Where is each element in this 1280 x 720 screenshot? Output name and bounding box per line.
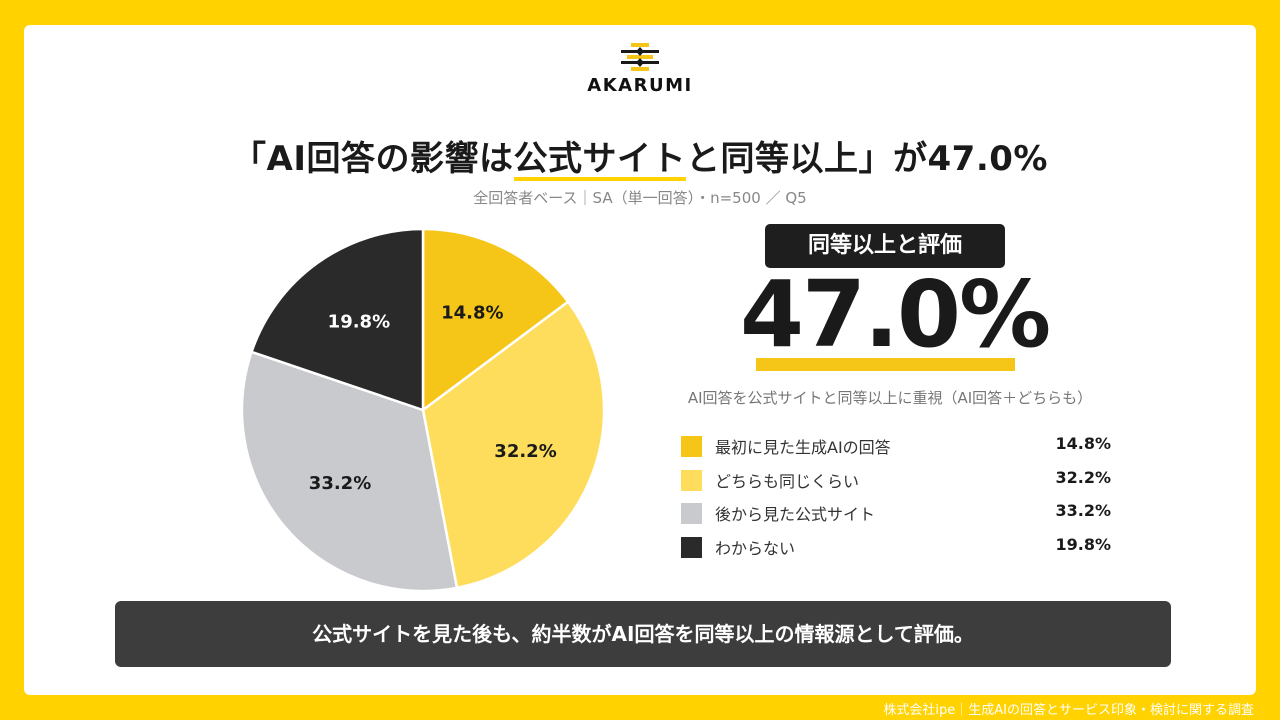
page-title: 「AI回答の影響は公式サイトと同等以上」が47.0% bbox=[24, 131, 1256, 181]
legend-value: 33.2% bbox=[1055, 501, 1111, 520]
brand-name: AKARUMI bbox=[587, 75, 693, 96]
highlight-badge: 同等以上と評価 bbox=[765, 224, 1005, 268]
akarumi-logo-icon bbox=[621, 43, 659, 71]
brand-logo: AKARUMI bbox=[24, 43, 1256, 96]
pie-label-3: 33.2% bbox=[309, 473, 371, 494]
legend-label: どちらも同じくらい bbox=[715, 471, 860, 491]
legend-label: わからない bbox=[715, 538, 796, 558]
title-highlight: 公式サイト bbox=[513, 139, 686, 181]
legend-item: どちらも同じくらい 32.2% bbox=[681, 465, 1111, 499]
title-prefix: 「AI回答の影響は bbox=[232, 139, 514, 179]
pie-slice-4 bbox=[249, 227, 425, 412]
legend-swatch bbox=[681, 469, 702, 491]
legend-swatch bbox=[681, 536, 702, 558]
legend-value: 32.2% bbox=[1055, 467, 1111, 487]
legend-value: 14.8% bbox=[1055, 434, 1111, 453]
pie-label-4: 19.8% bbox=[328, 312, 390, 333]
legend-item: わからない 19.8% bbox=[681, 532, 1111, 566]
highlight-description: AI回答を公式サイトと同等以上に重視（AI回答＋どちらも） bbox=[687, 389, 1093, 407]
legend-label: 後から見た公式サイト bbox=[715, 505, 876, 524]
title-suffix: と同等以上」が47.0% bbox=[686, 139, 1048, 179]
legend-swatch bbox=[681, 436, 702, 457]
subtitle: 全回答者ベース｜SA（単一回答）・n=500 ／ Q5 bbox=[473, 189, 807, 207]
conclusion-banner: 公式サイトを見た後も、約半数がAI回答を同等以上の情報源として評価。 bbox=[115, 601, 1171, 667]
highlight-value: 47.0% bbox=[740, 261, 1051, 368]
legend-value: 19.8% bbox=[1055, 534, 1111, 554]
legend-item: 後から見た公式サイト 33.2% bbox=[681, 498, 1111, 532]
legend-swatch bbox=[681, 503, 702, 524]
legend-label: 最初に見た生成AIの回答 bbox=[715, 438, 891, 457]
highlight-underline bbox=[756, 358, 1015, 371]
pie-slice-2 bbox=[421, 300, 606, 590]
pie-label-1: 14.8% bbox=[441, 303, 503, 324]
pie-slice-1 bbox=[421, 227, 570, 413]
chart-legend: 最初に見た生成AIの回答 14.8% どちらも同じくらい 32.2% 後から見た公式サイ… bbox=[681, 431, 1111, 565]
pie-slice-3 bbox=[240, 350, 459, 593]
pie-chart: 14.8% 32.2% 33.2% 19.8% bbox=[240, 227, 606, 593]
main-card: AKARUMI 「AI回答の影響は公式サイトと同等以上」が47.0% 全回答者ベ… bbox=[24, 25, 1256, 695]
legend-item: 最初に見た生成AIの回答 14.8% bbox=[681, 431, 1111, 465]
pie-label-2: 32.2% bbox=[494, 441, 556, 462]
footer-credit: 株式会社ipe｜生成AIの回答とサービス印象・検討に関する調査 bbox=[883, 703, 1254, 718]
